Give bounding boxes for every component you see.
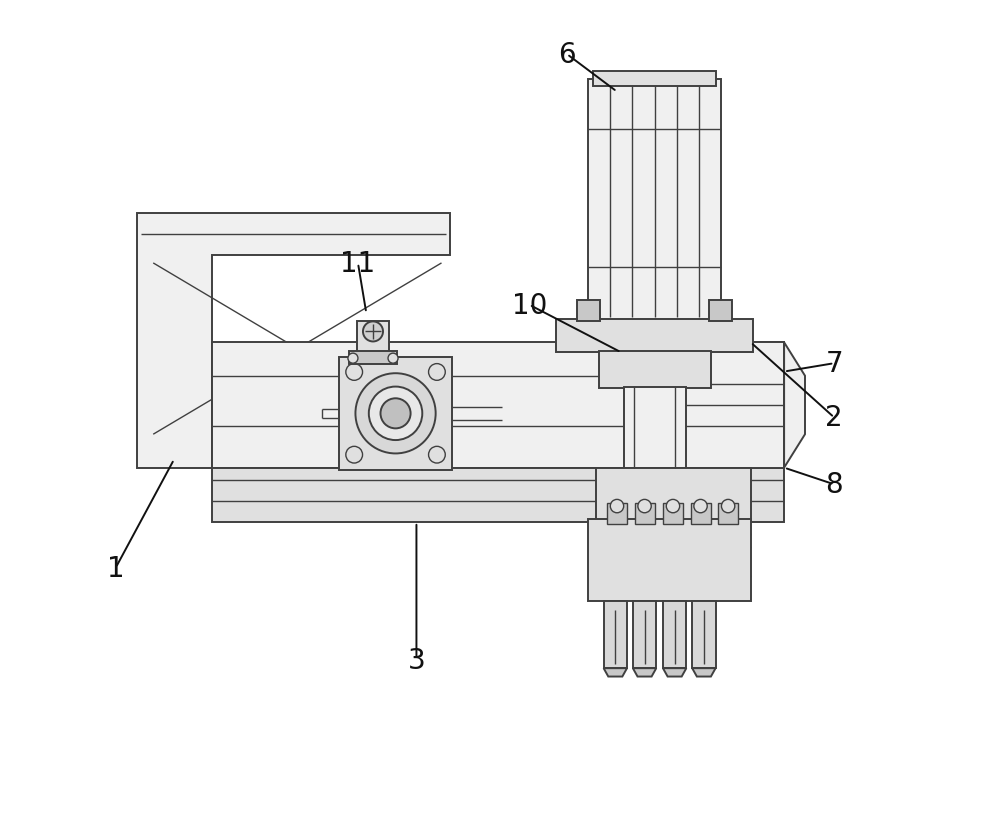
Bar xyxy=(663,503,683,524)
Circle shape xyxy=(388,354,398,364)
Bar xyxy=(709,300,732,321)
Bar xyxy=(212,343,784,468)
Bar xyxy=(691,503,711,524)
Bar xyxy=(577,300,600,321)
Text: 2: 2 xyxy=(825,404,843,432)
Bar xyxy=(556,319,753,353)
Bar xyxy=(339,358,452,470)
Text: 6: 6 xyxy=(558,41,576,69)
Polygon shape xyxy=(604,669,627,676)
Polygon shape xyxy=(663,669,686,676)
Text: 1: 1 xyxy=(107,554,124,582)
Circle shape xyxy=(610,500,624,513)
Polygon shape xyxy=(784,343,805,468)
Bar xyxy=(635,503,655,524)
Circle shape xyxy=(355,374,436,454)
Bar xyxy=(588,80,721,322)
Circle shape xyxy=(694,500,707,513)
Bar xyxy=(599,351,711,389)
Bar xyxy=(607,503,627,524)
Circle shape xyxy=(346,364,363,381)
Bar xyxy=(604,602,627,669)
Polygon shape xyxy=(633,669,656,676)
Circle shape xyxy=(381,399,411,429)
Bar xyxy=(593,72,716,87)
Polygon shape xyxy=(692,669,716,676)
Circle shape xyxy=(429,446,445,463)
Text: 11: 11 xyxy=(340,250,376,278)
Bar xyxy=(663,602,686,669)
Bar xyxy=(596,468,751,522)
Text: 8: 8 xyxy=(825,471,843,499)
Circle shape xyxy=(369,387,422,441)
Bar xyxy=(624,387,686,468)
Bar xyxy=(692,602,716,669)
Bar xyxy=(633,602,656,669)
Circle shape xyxy=(666,500,680,513)
Circle shape xyxy=(363,322,383,342)
Circle shape xyxy=(721,500,735,513)
Text: 10: 10 xyxy=(512,291,547,319)
Circle shape xyxy=(346,446,363,463)
Circle shape xyxy=(638,500,651,513)
Polygon shape xyxy=(137,213,450,468)
Text: 7: 7 xyxy=(825,349,843,378)
Bar xyxy=(650,343,784,468)
Circle shape xyxy=(429,364,445,381)
Bar xyxy=(349,352,397,364)
Circle shape xyxy=(348,354,358,364)
Text: 3: 3 xyxy=(408,646,425,674)
Bar xyxy=(588,520,751,602)
Bar xyxy=(357,321,389,356)
Bar xyxy=(718,503,738,524)
Bar xyxy=(212,468,784,522)
